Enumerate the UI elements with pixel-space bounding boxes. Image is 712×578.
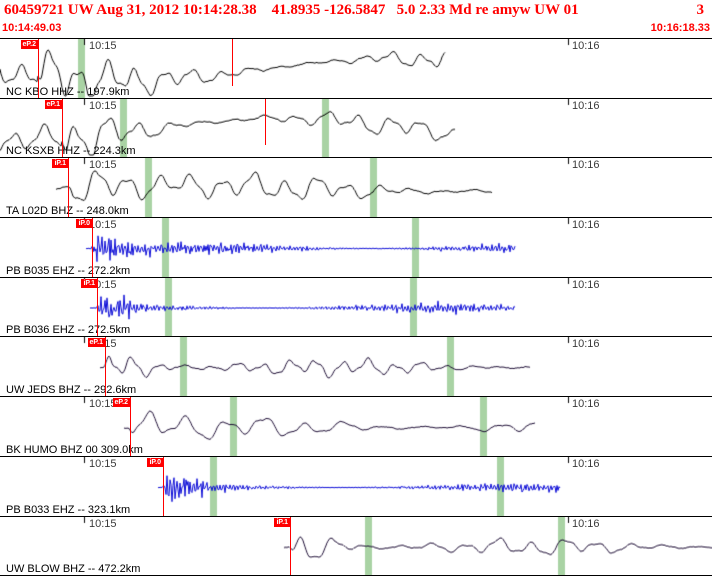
- phase-pick-flag[interactable]: iP.0: [76, 219, 92, 229]
- station-label: UW JEDS BHZ -- 292.6km: [6, 384, 137, 397]
- time-tick-label: 10:15: [89, 40, 117, 52]
- waveform-canvas: [0, 516, 712, 576]
- waveform-canvas: [0, 39, 712, 98]
- phase-pick-marker[interactable]: eP.1: [44, 98, 63, 158]
- trace-panel[interactable]: 10:15 10:16 iP.1 PB B036 EHZ -- 272.5km: [0, 277, 712, 338]
- phase-pick-marker[interactable]: eP.1: [87, 337, 106, 397]
- time-tick-label: 10:16: [572, 278, 600, 291]
- phase-pick-marker[interactable]: iP.1: [274, 516, 291, 576]
- trace-panel[interactable]: 10:15 10:16 iP.0 PB B035 EHZ -- 272.2km: [0, 218, 712, 278]
- station-label: UW BLOW BHZ -- 472.2km: [6, 563, 141, 576]
- station-label: TA L02D BHZ -- 248.0km: [6, 205, 129, 218]
- phase-pick-flag[interactable]: iP.1: [52, 159, 68, 169]
- time-tick-label: 10:15: [89, 457, 117, 470]
- event-header: 60459721 UW Aug 31, 2012 10:14:28.38 41.…: [0, 0, 712, 22]
- trace-panel[interactable]: 10:15 10:16 eP.1 UW JEDS BHZ -- 292.6km: [0, 337, 712, 398]
- phase-pick-flag[interactable]: iP.1: [81, 278, 97, 288]
- time-tick-label: 10:15: [89, 99, 117, 112]
- window-timebar: 10:14:49.03 10:16:18.33: [0, 22, 712, 38]
- trace-panel[interactable]: 10:15 10:16 eP.2 NC KBO HHZ -- 197.9km: [0, 39, 712, 99]
- time-tick-label: 10:16: [572, 398, 600, 411]
- window-end-time: 10:16:18.33: [650, 22, 710, 34]
- trace-panel[interactable]: 10:15 10:16 eP.2 BK HUMO BHZ 00 309.0km: [0, 397, 712, 457]
- aux-pick-line[interactable]: [232, 39, 233, 86]
- station-label: PB B036 EHZ -- 272.5km: [6, 324, 131, 337]
- waveform-canvas: [0, 337, 712, 397]
- waveform-canvas: [0, 158, 712, 218]
- time-tick-label: 10:16: [572, 517, 600, 530]
- window-start-time: 10:14:49.03: [2, 22, 62, 34]
- waveform-canvas: [0, 98, 712, 158]
- time-tick-label: 10:16: [572, 40, 600, 52]
- time-tick-label: 10:15: [89, 517, 117, 530]
- trace-panel[interactable]: 10:15 10:16 iP.0 PB B033 EHZ -- 323.1km: [0, 456, 712, 517]
- time-tick-label: 10:16: [572, 159, 600, 172]
- phase-pick-flag[interactable]: iP.1: [274, 517, 290, 527]
- time-tick-label: 10:15: [89, 398, 117, 411]
- phase-pick-flag[interactable]: eP.1: [87, 338, 105, 348]
- phase-pick-marker[interactable]: iP.1: [81, 277, 98, 337]
- time-tick-label: 10:16: [572, 219, 600, 232]
- time-tick-label: 10:16: [572, 338, 600, 351]
- time-tick-label: 10:16: [572, 99, 600, 112]
- phase-pick-flag[interactable]: eP.1: [44, 99, 62, 109]
- phase-pick-flag[interactable]: iP.0: [147, 457, 163, 467]
- aux-pick-line[interactable]: [265, 98, 266, 146]
- station-label: BK HUMO BHZ 00 309.0km: [6, 443, 143, 456]
- event-summary: 60459721 UW Aug 31, 2012 10:14:28.38 41.…: [4, 2, 579, 18]
- phase-pick-marker[interactable]: iP.1: [52, 158, 69, 218]
- event-count: 3: [696, 2, 705, 18]
- station-label: NC KSXB HHZ -- 224.3km: [6, 145, 136, 158]
- station-label: PB B035 EHZ -- 272.2km: [6, 264, 131, 277]
- trace-panel-list: 10:15 10:16 eP.2 NC KBO HHZ -- 197.9km 1…: [0, 38, 712, 577]
- phase-pick-marker[interactable]: iP.0: [76, 218, 93, 277]
- time-tick-label: 10:15: [89, 159, 117, 172]
- time-tick-label: 10:16: [572, 457, 600, 470]
- trace-panel[interactable]: 10:15 10:16 iP.1 TA L02D BHZ -- 248.0km: [0, 158, 712, 219]
- station-label: NC KBO HHZ -- 197.9km: [6, 85, 130, 98]
- trace-panel[interactable]: 10:15 10:16 iP.1 UW BLOW BHZ -- 472.2km: [0, 516, 712, 577]
- phase-pick-marker[interactable]: eP.2: [20, 39, 39, 98]
- time-tick-label: 10:15: [89, 219, 117, 232]
- waveform-canvas: [0, 277, 712, 337]
- phase-pick-marker[interactable]: eP.2: [112, 397, 131, 456]
- waveform-canvas: [0, 218, 712, 277]
- phase-pick-flag[interactable]: eP.2: [20, 40, 38, 49]
- trace-panel[interactable]: 10:15 10:16 eP.1 NC KSXB HHZ -- 224.3km: [0, 98, 712, 159]
- phase-pick-flag[interactable]: eP.2: [112, 398, 130, 408]
- phase-pick-marker[interactable]: iP.0: [147, 456, 164, 516]
- station-label: PB B033 EHZ -- 323.1km: [6, 503, 131, 516]
- waveform-canvas: [0, 456, 712, 516]
